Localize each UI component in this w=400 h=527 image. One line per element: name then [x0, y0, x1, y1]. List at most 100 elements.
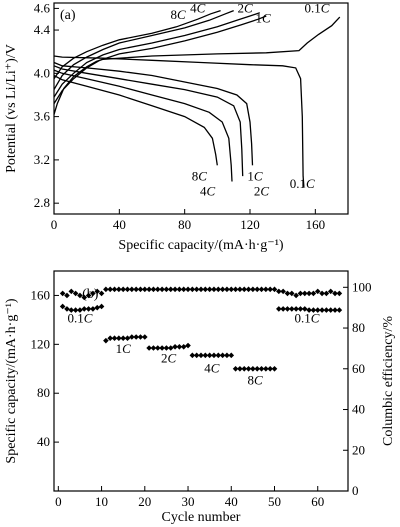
- capacity-point: [133, 334, 139, 340]
- y-tick-label: 3.6: [34, 109, 51, 124]
- capacity-point: [94, 304, 101, 311]
- x-tick-label: 0: [51, 217, 58, 232]
- efficiency-point: [211, 286, 217, 293]
- efficiency-point: [163, 286, 170, 293]
- efficiency-point: [263, 286, 269, 293]
- efficiency-point: [107, 286, 114, 293]
- panel-b-y-ticks: 40 80 120 160: [31, 287, 59, 449]
- efficiency-point: [202, 286, 209, 293]
- efficiency-point: [198, 286, 204, 293]
- efficiency-point: [120, 286, 126, 293]
- efficiency-point: [237, 286, 243, 293]
- capacity-point: [206, 352, 213, 359]
- efficiency-point: [90, 290, 96, 297]
- charge-rate-label: 4C: [190, 1, 206, 16]
- efficiency-point: [310, 290, 317, 297]
- x-tick-label: 160: [306, 217, 326, 232]
- panel-a-x-axis-label: Specific capacity/(mA·h·g⁻¹): [118, 238, 283, 253]
- x-tick-label: 60: [311, 494, 324, 509]
- y-tick-label: 40: [37, 434, 50, 449]
- capacity-point: [254, 365, 261, 372]
- efficiency-point: [206, 286, 213, 293]
- capacity-point: [232, 365, 239, 372]
- capacity-point: [141, 334, 148, 340]
- efficiency-point: [146, 286, 152, 293]
- efficiency-point: [141, 286, 148, 293]
- capacity-point: [245, 365, 252, 372]
- right-y-tick-label: 20: [352, 442, 365, 457]
- capacity-point: [250, 365, 256, 372]
- panel-a-y-axis-label: Potential (vs Li/Li⁺)/V: [4, 44, 19, 173]
- efficiency-point: [103, 286, 109, 293]
- efficiency-point: [301, 290, 308, 297]
- x-tick-label: 0: [55, 494, 62, 509]
- capacity-point: [310, 307, 317, 313]
- capacity-point: [176, 343, 183, 350]
- efficiency-point: [193, 286, 200, 293]
- capacity-point: [185, 342, 191, 349]
- discharge-rate-label: 8C: [192, 168, 208, 183]
- x-tick-label: 40: [225, 494, 238, 509]
- y-tick-label: 4.4: [34, 22, 51, 37]
- efficiency-point: [215, 286, 222, 293]
- efficiency-point: [245, 286, 252, 293]
- capacity-point: [336, 307, 343, 313]
- efficiency-point: [111, 286, 118, 293]
- y-tick-label: 80: [37, 385, 50, 400]
- rate-label: 1C: [116, 341, 132, 356]
- capacity-point: [77, 307, 83, 313]
- capacity-point: [327, 307, 334, 313]
- panel-b-x-axis-label: Cycle number: [162, 510, 241, 525]
- efficiency-point: [332, 290, 338, 297]
- efficiency-point: [280, 288, 286, 295]
- panel-a-curves: [53, 9, 341, 187]
- capacity-point: [241, 365, 248, 372]
- efficiency-point: [172, 286, 178, 293]
- efficiency-point: [85, 292, 92, 299]
- efficiency-point: [254, 286, 261, 293]
- efficiency-point: [314, 288, 321, 295]
- efficiency-point: [59, 290, 66, 297]
- curve-discharge-1C: [53, 61, 254, 166]
- efficiency-point: [137, 286, 144, 293]
- curve-discharge-0p1C: [53, 55, 305, 187]
- right-y-tick-label: 80: [352, 320, 365, 335]
- capacity-point: [107, 335, 114, 342]
- panel-b-y-axis-label: Specific capacity/(mA·h·g⁻¹): [4, 298, 19, 463]
- efficiency-point: [98, 290, 105, 297]
- efficiency-point: [219, 286, 226, 293]
- panel-b-right-y-axis-label: Columbic efficiency/%: [381, 316, 396, 446]
- panel-a-x-ticks: 0 40 80 120 160: [51, 209, 325, 232]
- capacity-point: [129, 334, 135, 340]
- panel-a-frame: [53, 2, 349, 215]
- capacity-point: [271, 365, 278, 372]
- discharge-rate-label: 2C: [254, 184, 270, 199]
- efficiency-point: [241, 286, 248, 293]
- capacity-point: [111, 335, 118, 342]
- capacity-point: [237, 365, 243, 372]
- efficiency-point: [72, 290, 79, 297]
- curve-discharge-2C: [53, 65, 244, 177]
- efficiency-point: [288, 290, 295, 297]
- capacity-point: [180, 343, 187, 350]
- right-y-tick-label: 60: [352, 361, 365, 376]
- panel-b-label: (b): [82, 287, 99, 302]
- efficiency-point: [271, 286, 278, 293]
- capacity-point: [219, 352, 226, 359]
- capacity-point: [319, 307, 325, 313]
- rate-label: 8C: [247, 373, 263, 388]
- capacity-point: [159, 345, 165, 351]
- capacity-point: [81, 306, 88, 312]
- right-y-tick-label: 40: [352, 402, 365, 417]
- discharge-rate-label: 1C: [247, 168, 263, 183]
- efficiency-point: [81, 294, 88, 301]
- capacity-point: [288, 306, 295, 312]
- right-y-tick-label: 100: [352, 279, 372, 294]
- capacity-point: [306, 307, 312, 313]
- capacity-point: [172, 343, 178, 350]
- efficiency-point: [150, 286, 157, 293]
- efficiency-point: [154, 286, 161, 293]
- efficiency-point: [336, 290, 343, 297]
- discharge-rate-label: 4C: [200, 184, 216, 199]
- rate-label: 0.1C: [67, 310, 92, 325]
